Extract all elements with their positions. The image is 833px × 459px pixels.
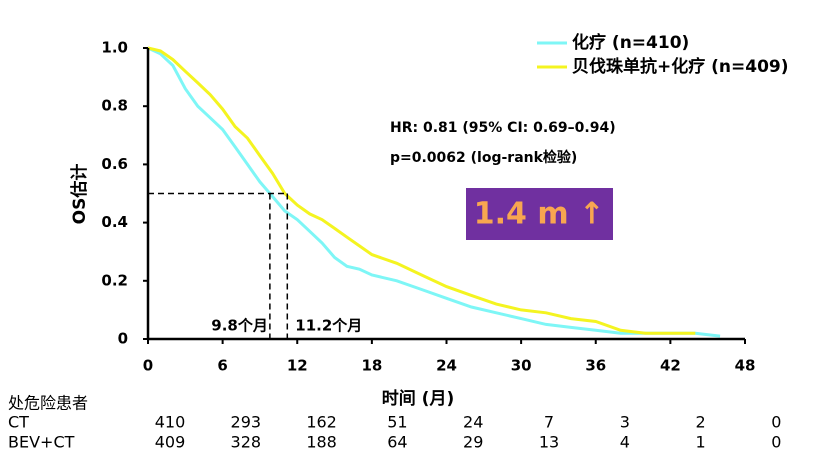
y-tick-label: 1.0 [101, 39, 128, 57]
risk-row-label: CT [8, 413, 29, 432]
annotation: HR: 0.81 (95% CI: 0.69–0.94) [390, 120, 616, 136]
survival-curve [147, 46, 696, 335]
y-tick-label: 0.4 [101, 213, 128, 231]
y-tick-label: 0.2 [101, 271, 128, 289]
risk-count: 1 [696, 433, 706, 452]
y-axis-label: OS估计 [69, 164, 90, 225]
x-tick-label: 48 [735, 357, 756, 375]
risk-count: 2 [696, 413, 706, 432]
risk-title: 处危险患者 [8, 394, 88, 413]
legend-label: 化疗 (n=410) [572, 32, 689, 53]
risk-count: 24 [463, 413, 483, 432]
risk-count: 0 [771, 433, 781, 452]
y-tick-label: 0 [118, 330, 128, 348]
risk-count: 64 [387, 433, 407, 452]
highlight-box [466, 188, 613, 240]
risk-count: 328 [231, 433, 262, 452]
risk-count: 4 [620, 433, 630, 452]
x-tick-label: 36 [585, 357, 606, 375]
x-tick-label: 18 [361, 357, 382, 375]
risk-count: 409 [155, 433, 186, 452]
x-tick-label: 0 [143, 357, 153, 375]
legend-label: 贝伐珠单抗+化疗 (n=409) [572, 56, 789, 77]
x-tick-label: 12 [287, 357, 308, 375]
median-label: 9.8个月 [211, 317, 268, 335]
annotation: p=0.0062 (log-rank检验) [390, 149, 577, 166]
x-axis-label: 时间 (月) [382, 388, 454, 409]
risk-count: 29 [463, 433, 483, 452]
risk-count: 7 [544, 413, 554, 432]
x-tick-label: 6 [217, 357, 227, 375]
median-label: 11.2个月 [295, 317, 362, 335]
risk-count: 162 [306, 413, 337, 432]
risk-row-label: BEV+CT [8, 433, 75, 452]
annotation: 1.4 m ↑ [474, 197, 604, 232]
risk-count: 293 [231, 413, 262, 432]
risk-count: 0 [771, 413, 781, 432]
x-tick-label: 42 [660, 357, 681, 375]
x-tick-label: 30 [511, 357, 532, 375]
risk-count: 410 [155, 413, 186, 432]
x-tick-label: 24 [436, 357, 457, 375]
risk-count: 188 [306, 433, 337, 452]
y-tick-label: 0.6 [101, 155, 128, 173]
risk-count: 13 [539, 433, 559, 452]
risk-count: 3 [620, 413, 630, 432]
survival-curve [147, 46, 721, 338]
y-tick-label: 0.8 [101, 97, 128, 115]
risk-count: 51 [387, 413, 407, 432]
